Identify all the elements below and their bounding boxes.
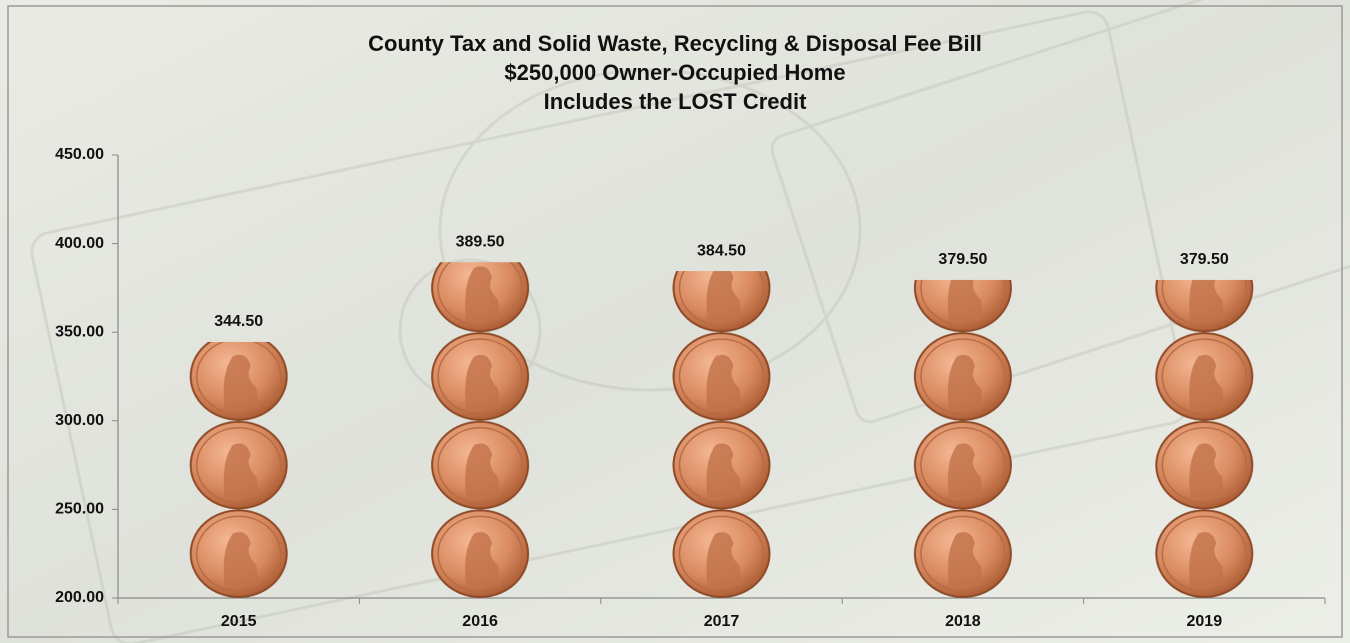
x-tick-label: 2015 <box>221 613 257 630</box>
y-tick-label: 250.00 <box>55 501 104 518</box>
chart-title: County Tax and Solid Waste, Recycling & … <box>368 31 982 56</box>
bar <box>189 341 288 598</box>
chart-subtitle: $250,000 Owner-Occupied Home <box>504 60 845 85</box>
y-tick-label: 450.00 <box>55 146 104 163</box>
value-label: 379.50 <box>938 251 987 268</box>
bar <box>431 262 530 598</box>
bar <box>913 279 1012 598</box>
y-tick-label: 400.00 <box>55 235 104 252</box>
x-tick-label: 2019 <box>1187 613 1223 630</box>
chart-border <box>7 5 1343 638</box>
value-label: 379.50 <box>1180 251 1229 268</box>
value-label: 384.50 <box>697 242 746 259</box>
x-tick-label: 2018 <box>945 613 981 630</box>
bar <box>672 271 771 598</box>
y-tick-label: 200.00 <box>55 589 104 606</box>
value-label: 389.50 <box>456 233 505 250</box>
bar <box>1155 279 1254 598</box>
banknote-decoration <box>30 0 1350 643</box>
value-label: 344.50 <box>214 313 263 330</box>
x-tick-label: 2016 <box>462 613 498 630</box>
y-tick-label: 350.00 <box>55 323 104 340</box>
x-tick-label: 2017 <box>704 613 740 630</box>
y-tick-label: 300.00 <box>55 412 104 429</box>
chart-subtitle: Includes the LOST Credit <box>544 89 807 114</box>
